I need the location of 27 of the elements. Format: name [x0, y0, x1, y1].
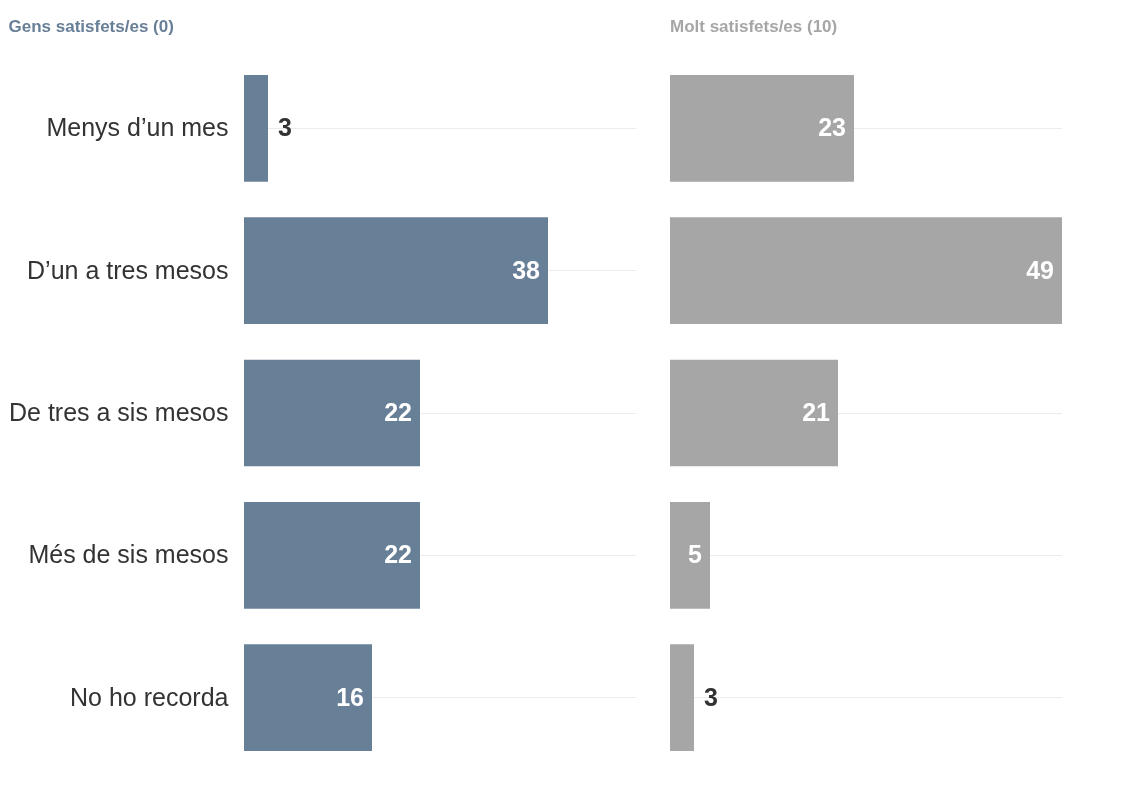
y-tick-label: Més de sis mesos — [28, 540, 229, 569]
bar — [670, 359, 838, 467]
data-label: 23 — [818, 113, 846, 142]
bar — [244, 217, 548, 325]
y-tick-label: De tres a sis mesos — [8, 398, 229, 426]
y-tick-label: No ho recorda — [70, 682, 229, 711]
bar — [244, 75, 268, 182]
bar — [670, 217, 1062, 325]
data-label: 49 — [1026, 255, 1054, 284]
data-label: 22 — [384, 398, 412, 426]
data-label: 38 — [512, 255, 541, 284]
y-tick-label: D’un a tres mesos — [27, 255, 229, 284]
y-tick-label: Menys d’un mes — [46, 113, 229, 142]
bar — [670, 501, 710, 609]
data-label: 16 — [336, 682, 364, 711]
data-label: 5 — [688, 540, 703, 569]
text: Gens satisfets/es (0) — [8, 17, 174, 36]
bar — [244, 501, 420, 609]
data-label: 3 — [704, 682, 718, 711]
data-label: 21 — [802, 398, 831, 426]
text: Molt satisfets/es (10) — [670, 17, 838, 36]
bar — [244, 359, 420, 467]
bar — [244, 644, 372, 751]
bar — [670, 644, 694, 751]
data-label: 3 — [278, 113, 292, 142]
bar — [670, 75, 854, 182]
data-label: 22 — [384, 540, 412, 569]
